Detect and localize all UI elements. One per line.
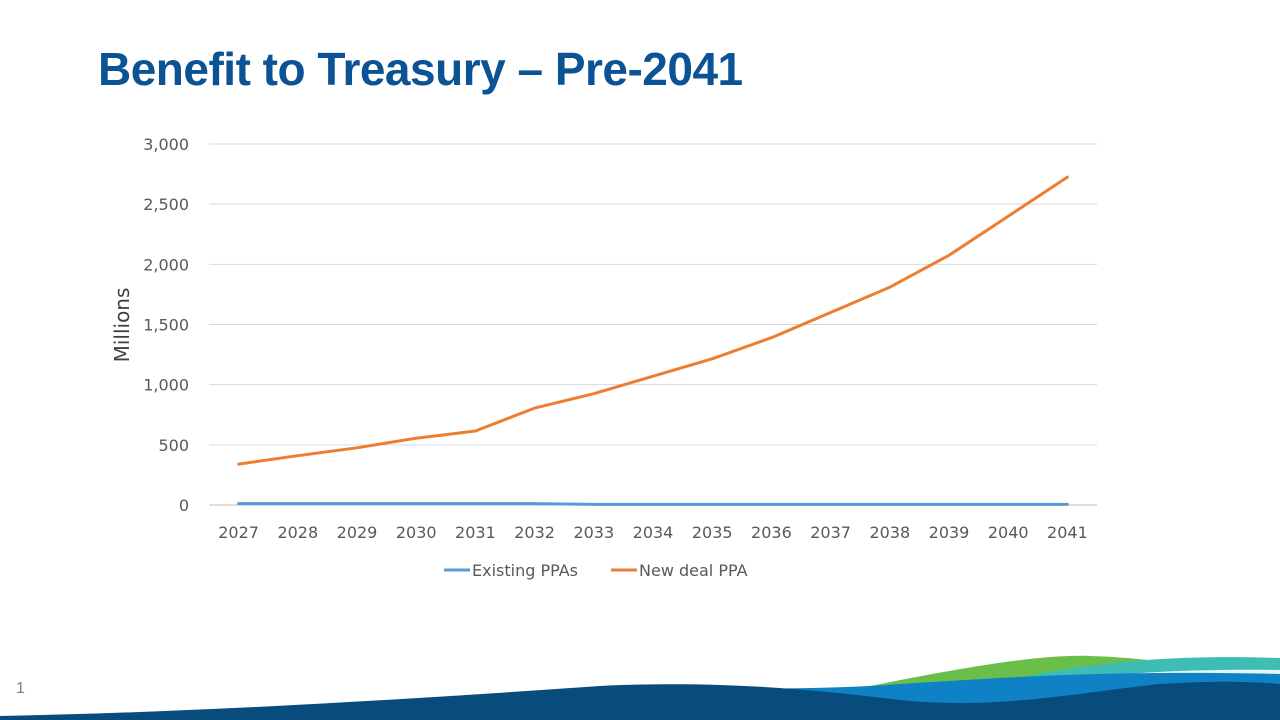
x-tick-label: 2031 xyxy=(455,523,496,542)
y-tick-label: 1,000 xyxy=(143,376,189,395)
legend: Existing PPAs New deal PPA xyxy=(444,561,748,580)
y-axis-title: Millions xyxy=(110,288,134,363)
x-tick-label: 2041 xyxy=(1047,523,1088,542)
x-tick-label: 2027 xyxy=(218,523,259,542)
y-tick-label: 2,500 xyxy=(143,195,189,214)
x-tick-labels: 2027 2028 2029 2030 2031 2032 2033 2034 2035 2036… xyxy=(218,523,1088,542)
y-tick-label: 3,000 xyxy=(143,135,189,154)
x-tick-label: 2028 xyxy=(277,523,318,542)
y-tick-label: 0 xyxy=(179,496,189,515)
y-tick-label: 1,500 xyxy=(143,316,189,335)
x-tick-label: 2038 xyxy=(869,523,910,542)
y-tick-label: 2,000 xyxy=(143,255,189,274)
footer-wave-decoration xyxy=(0,655,1280,720)
x-tick-label: 2030 xyxy=(396,523,437,542)
series-line-new-deal-ppa xyxy=(237,175,1069,466)
x-tick-label: 2034 xyxy=(633,523,674,542)
series-line-existing-ppas xyxy=(237,502,1069,506)
legend-label-new-deal-ppa: New deal PPA xyxy=(639,561,748,580)
y-tick-labels: 0 500 1,000 1,500 2,000 2,500 3,000 xyxy=(143,135,189,515)
x-tick-label: 2037 xyxy=(810,523,851,542)
x-tick-label: 2039 xyxy=(929,523,970,542)
slide-title: Benefit to Treasury – Pre-2041 xyxy=(98,43,743,95)
x-tick-label: 2040 xyxy=(988,523,1029,542)
x-tick-label: 2035 xyxy=(692,523,733,542)
series-lines xyxy=(237,175,1069,506)
x-tick-label: 2029 xyxy=(337,523,378,542)
page-number: 1 xyxy=(16,680,25,697)
wave-dark-blue xyxy=(0,681,1280,720)
x-tick-label: 2033 xyxy=(573,523,614,542)
x-tick-label: 2036 xyxy=(751,523,792,542)
y-tick-label: 500 xyxy=(158,436,189,455)
x-tick-label: 2032 xyxy=(514,523,555,542)
legend-label-existing-ppas: Existing PPAs xyxy=(472,561,578,580)
